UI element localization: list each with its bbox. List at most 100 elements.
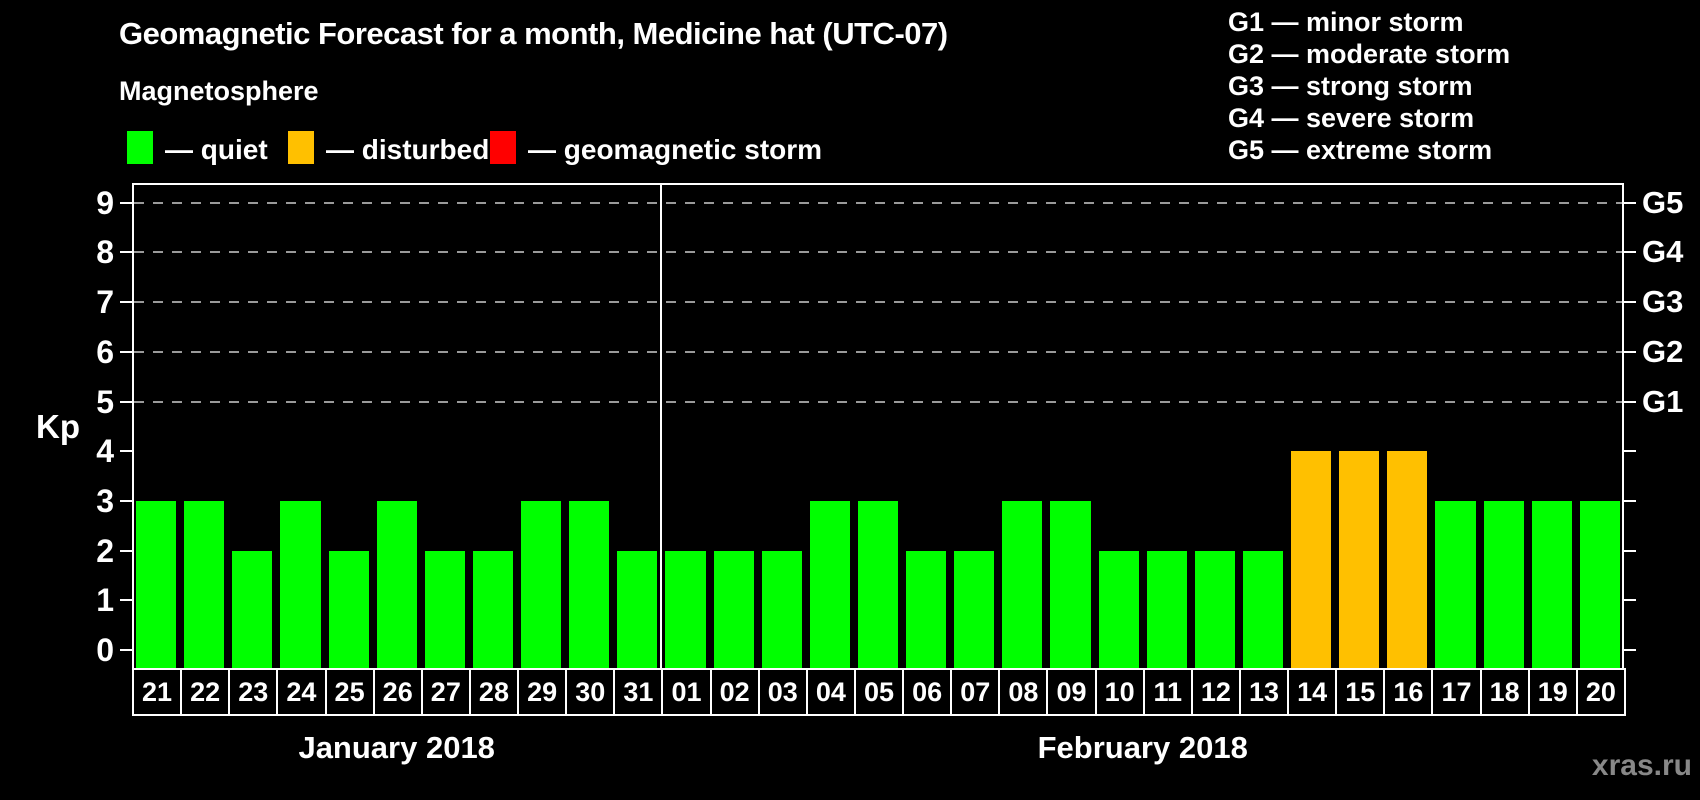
legend-label-disturbed: — disturbed <box>326 134 490 165</box>
g-legend-item: G5 — extreme storm <box>1228 135 1493 165</box>
day-label-cell: 11 <box>1142 668 1193 716</box>
legend-swatch-quiet <box>127 131 153 164</box>
y-tick-label: 9 <box>96 184 114 221</box>
kp-bar <box>1579 500 1620 668</box>
day-label-cell: 31 <box>613 668 664 716</box>
day-label-cell: 15 <box>1335 668 1386 716</box>
day-label-cell: 02 <box>709 668 760 716</box>
legend-label-storm: — geomagnetic storm <box>528 134 823 165</box>
y-tick-label: 2 <box>96 532 114 569</box>
day-label-cell: 30 <box>565 668 616 716</box>
month-label: January 2018 <box>298 730 495 765</box>
kp-bar <box>184 500 225 668</box>
day-label-cell: 29 <box>517 668 568 716</box>
kp-bar <box>1483 500 1524 668</box>
month-label: February 2018 <box>1037 730 1248 765</box>
gridline-kp8 <box>134 251 1622 254</box>
y-tick-right <box>1624 499 1636 502</box>
g-legend-item: G1 — minor storm <box>1228 7 1464 37</box>
day-label-cell: 13 <box>1238 668 1290 716</box>
kp-bar <box>424 550 465 668</box>
kp-bar <box>1050 500 1091 668</box>
day-label-cell: 07 <box>950 668 1001 716</box>
day-label-cell: 04 <box>805 668 856 716</box>
kp-bar <box>280 500 321 668</box>
y-tick-left <box>120 201 132 204</box>
g-legend-item: G2 — moderate storm <box>1228 39 1511 69</box>
y-axis-title: Kp <box>36 408 80 445</box>
g-legend-item: G3 — strong storm <box>1228 71 1473 101</box>
day-label-cell: 23 <box>228 668 279 716</box>
month-separator <box>660 183 663 668</box>
gridline-kp9 <box>134 201 1622 204</box>
gridline-kp5 <box>134 400 1622 403</box>
y-tick-left <box>120 549 132 552</box>
y-tick-right <box>1624 301 1636 304</box>
y-tick-label: 6 <box>96 333 114 370</box>
y-tick-left <box>120 599 132 602</box>
kp-bar <box>857 500 899 668</box>
kp-bar <box>713 550 754 668</box>
kp-bar <box>761 550 802 668</box>
gridline-kp6 <box>134 350 1622 353</box>
kp-bar <box>1098 550 1139 668</box>
g-axis-label-G1: G1 <box>1642 383 1684 419</box>
kp-bar <box>617 550 658 668</box>
kp-bar <box>521 500 562 668</box>
kp-bar <box>1339 451 1380 668</box>
day-label-cell: 06 <box>902 668 953 716</box>
kp-bar <box>1242 550 1284 668</box>
day-label-cell: 09 <box>1046 668 1097 716</box>
g-axis-label-G3: G3 <box>1642 284 1684 320</box>
y-tick-left <box>120 499 132 502</box>
day-label-cell: 18 <box>1479 668 1530 716</box>
y-tick-right <box>1624 599 1636 602</box>
day-label-cell: 16 <box>1383 668 1434 716</box>
kp-bar <box>665 550 706 668</box>
day-label-cell: 22 <box>180 668 231 716</box>
day-label-cell: 28 <box>468 668 520 716</box>
y-tick-left <box>120 400 132 403</box>
y-tick-left <box>120 350 132 353</box>
day-label-cell: 19 <box>1527 668 1578 716</box>
legend-heading: Magnetosphere <box>119 76 319 106</box>
day-label-cell: 05 <box>853 668 905 716</box>
kp-bar <box>1194 550 1235 668</box>
legend-swatch-disturbed <box>288 131 314 164</box>
y-tick-left <box>120 649 132 651</box>
day-label-cell: 17 <box>1431 668 1482 716</box>
watermark: xras.ru <box>1591 749 1692 782</box>
y-tick-left <box>120 301 132 304</box>
day-label-cell: 24 <box>276 668 327 716</box>
day-label-cell: 03 <box>757 668 808 716</box>
kp-bar <box>1291 451 1332 668</box>
day-label-cell: 20 <box>1575 668 1626 716</box>
day-label-cell: 10 <box>1094 668 1145 716</box>
day-label-cell: 25 <box>324 668 375 716</box>
kp-bar <box>136 500 177 668</box>
day-label-cell: 01 <box>661 668 712 716</box>
kp-bar <box>328 550 369 668</box>
g-axis-label-G5: G5 <box>1642 184 1684 220</box>
day-label-cell: 27 <box>420 668 471 716</box>
y-tick-left <box>120 251 132 254</box>
kp-bar <box>376 500 417 668</box>
y-tick-left <box>120 450 132 453</box>
kp-bar <box>1531 500 1572 668</box>
day-label-cell: 26 <box>372 668 423 716</box>
kp-bar <box>954 550 995 668</box>
y-tick-label: 3 <box>96 482 114 519</box>
y-tick-label: 0 <box>96 632 114 668</box>
y-tick-right <box>1624 350 1636 353</box>
kp-bar <box>232 550 273 668</box>
kp-bar <box>1146 550 1187 668</box>
legend-label-quiet: — quiet <box>165 134 268 165</box>
y-tick-right <box>1624 649 1636 651</box>
y-tick-right <box>1624 549 1636 552</box>
y-tick-label: 4 <box>96 433 114 470</box>
day-label-cell: 08 <box>998 668 1049 716</box>
legend-swatch-storm <box>490 131 516 164</box>
gridline-kp7 <box>134 301 1622 304</box>
kp-bar <box>569 500 610 668</box>
y-tick-right <box>1624 400 1636 403</box>
